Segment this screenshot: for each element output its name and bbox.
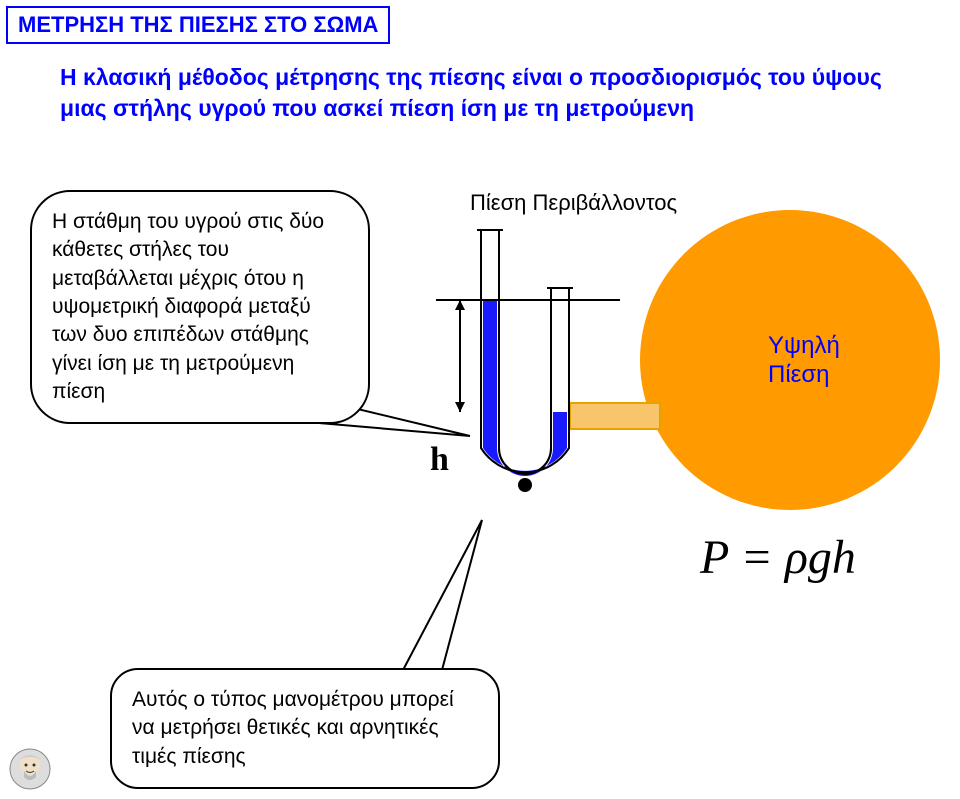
bubble2-text: Αυτός ο τύπος μανομέτρου μπορεί να μετρή… xyxy=(132,688,454,768)
subtitle-text: Η κλασική μέθοδος μέτρησης της πίεσης εί… xyxy=(60,64,882,121)
speech-bubble-types: Αυτός ο τύπος μανομέτρου μπορεί να μετρή… xyxy=(110,668,500,789)
einstein-icon xyxy=(8,747,52,791)
ambient-pressure-label: Πίεση Περιβάλλοντος xyxy=(470,190,677,216)
high-pressure-label: Υψηλή Πίεση xyxy=(768,332,840,390)
ambient-text: Πίεση Περιβάλλοντος xyxy=(470,190,677,215)
bubble1-text: Η στάθμη του υγρού στις δύο κάθετες στήλ… xyxy=(52,210,324,403)
formula-text: P = ρgh xyxy=(700,531,856,584)
pressure-formula: P = ρgh xyxy=(700,530,856,585)
speech-bubble-levels: Η στάθμη του υγρού στις δύο κάθετες στήλ… xyxy=(30,190,370,424)
high-pressure-line1: Υψηλή xyxy=(768,332,840,359)
high-pressure-line2: Πίεση xyxy=(768,361,830,388)
page-title: ΜΕΤΡΗΣΗ ΤΗΣ ΠΙΕΣΗΣ ΣΤΟ ΣΩΜΑ xyxy=(6,6,390,44)
svg-text:h: h xyxy=(430,441,449,478)
subtitle: Η κλασική μέθοδος μέτρησης της πίεσης εί… xyxy=(60,62,920,124)
title-text: ΜΕΤΡΗΣΗ ΤΗΣ ΠΙΕΣΗΣ ΣΤΟ ΣΩΜΑ xyxy=(18,12,378,37)
